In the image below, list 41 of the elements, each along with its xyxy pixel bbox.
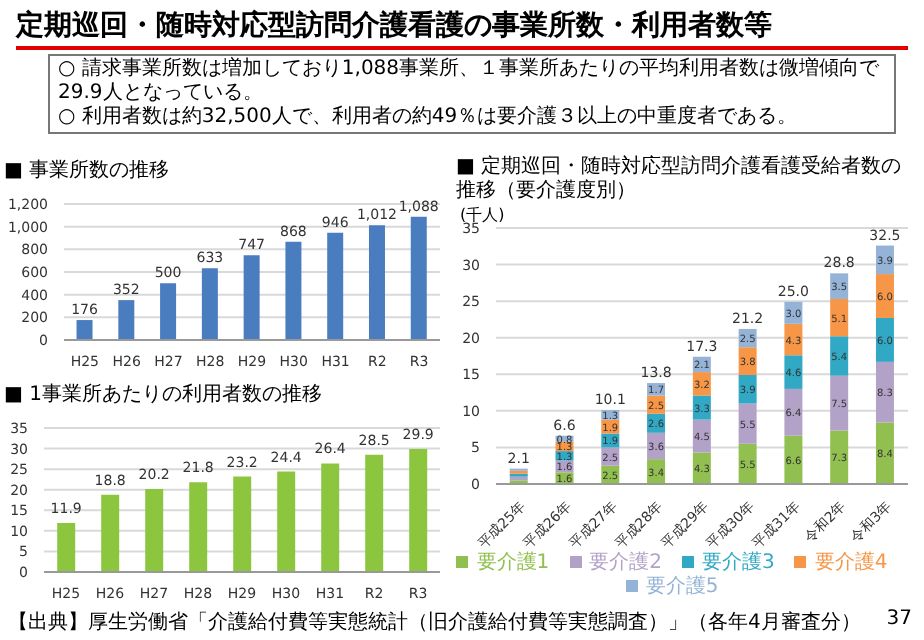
bar xyxy=(145,488,164,572)
bar xyxy=(830,375,849,431)
text: ○ 利用者数は約32,500人で、利用者の約49％は要介護３以上の中重度者である。 xyxy=(58,106,800,130)
chart-title: ■ 事業所数の推移 xyxy=(4,160,172,182)
legend-label: 要介護4 xyxy=(814,552,888,574)
text: 【出典】厚生労働省「介護給付費等実態統計（旧介護給付費等実態調査）」（各年4月審査分） xyxy=(8,609,861,636)
bar xyxy=(830,298,849,337)
text: ○ 請求事業所数は増加しており1,088事業所、１事業所あたりの平均利用者数は微増傾向で29.9人となっている。 xyxy=(58,58,882,105)
bar xyxy=(160,283,177,340)
bar xyxy=(875,361,894,423)
bar xyxy=(784,388,803,436)
chart-title: ■ 1事業所あたりの利用者数の推移 xyxy=(4,384,324,406)
bar xyxy=(875,274,894,318)
bar xyxy=(189,482,208,572)
bar xyxy=(830,430,849,484)
bar xyxy=(875,317,894,362)
legend-label: 要介護2 xyxy=(589,552,662,574)
bar xyxy=(201,268,218,340)
bar xyxy=(365,454,384,572)
bar xyxy=(243,255,260,340)
text: 定期巡回・随時対応型訪問介護看護の事業所数・利用者数等 xyxy=(16,8,908,50)
bar xyxy=(875,422,894,484)
bar xyxy=(277,471,296,572)
bar xyxy=(285,241,302,340)
legend-label: 要介護5 xyxy=(645,576,719,598)
bar xyxy=(233,476,252,572)
bar xyxy=(409,448,428,572)
chart-title: ■ 定期巡回・随時対応型訪問介護看護受給者数の推移（要介護度別） xyxy=(456,156,904,204)
legend-label: 要介護3 xyxy=(702,552,775,574)
bar xyxy=(368,225,385,340)
bar xyxy=(57,523,76,572)
bar xyxy=(76,320,93,340)
bar xyxy=(327,232,344,340)
bar xyxy=(830,336,849,376)
text: 37 xyxy=(886,608,912,630)
bar xyxy=(321,463,340,572)
bar xyxy=(101,494,120,572)
bar xyxy=(118,300,135,340)
legend-label: 要介護1 xyxy=(476,552,550,574)
bar xyxy=(410,216,427,340)
y-axis-title: (千人) xyxy=(460,204,505,224)
